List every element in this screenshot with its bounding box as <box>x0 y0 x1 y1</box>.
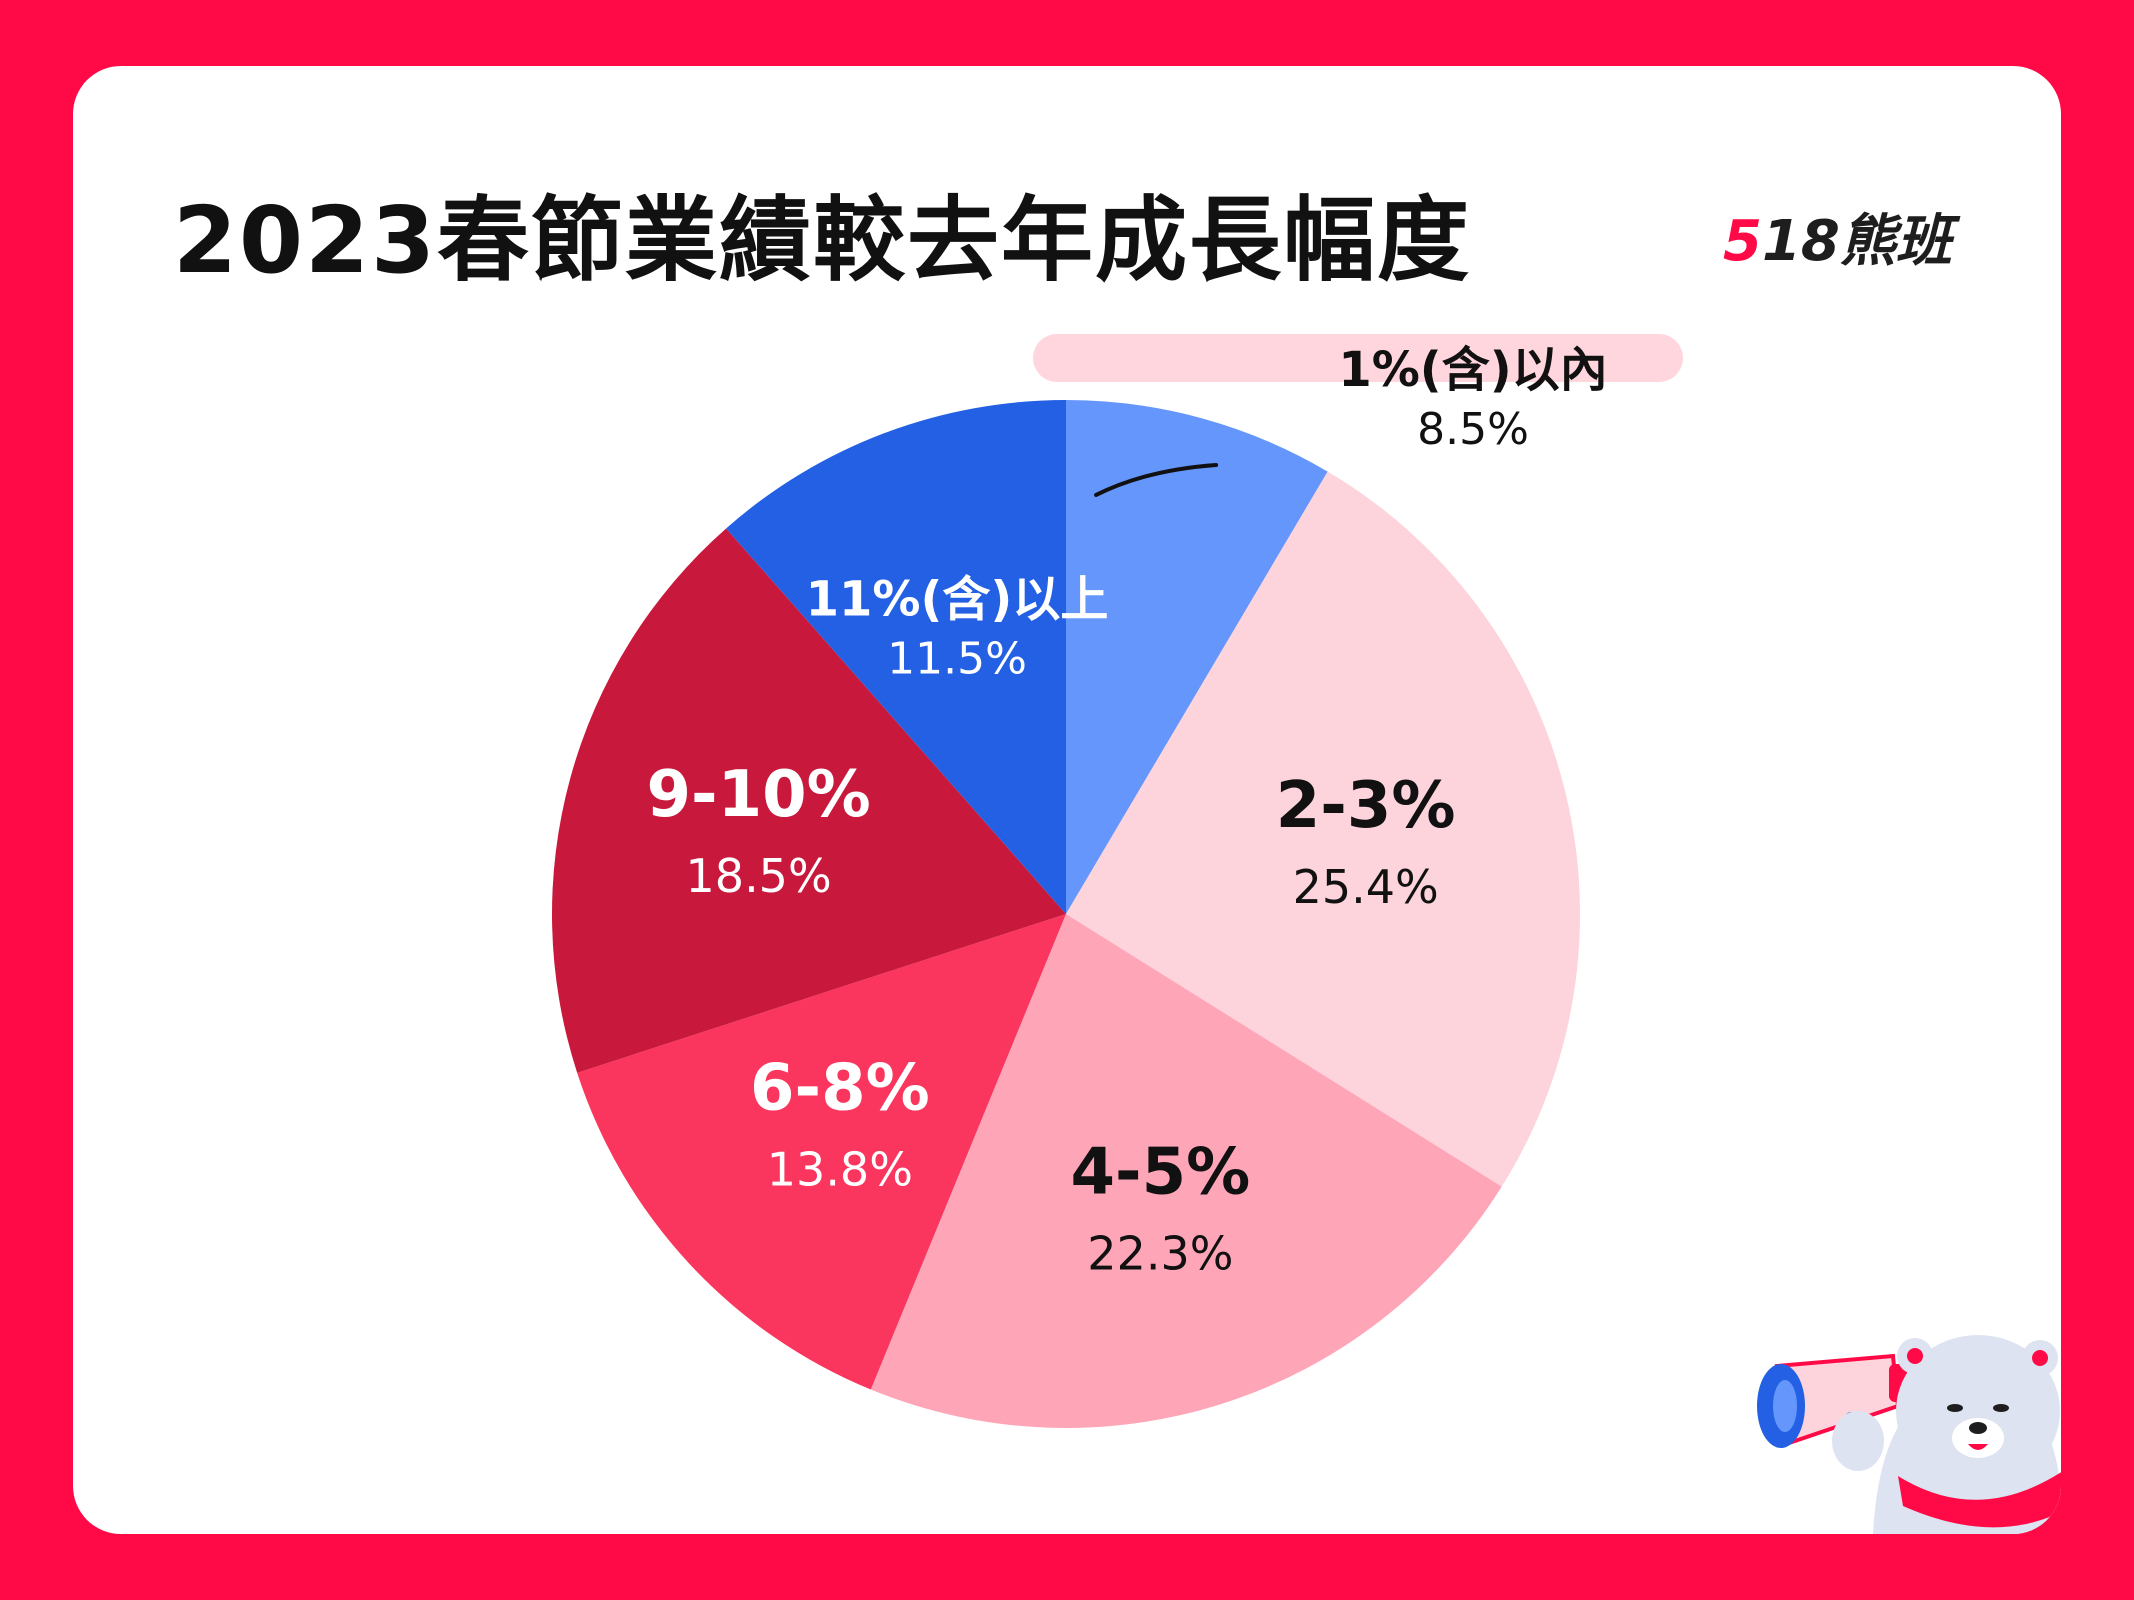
slice-label: 4-5% <box>1071 1136 1251 1210</box>
pie-slice <box>577 914 1066 1390</box>
brand-logo-digits: 18 <box>1761 209 1840 274</box>
megaphone-icon <box>1757 1353 1907 1452</box>
pie-slice <box>1066 471 1580 1187</box>
brand-logo-name: 熊班 <box>1839 209 1952 274</box>
brand-logo: 518熊班 <box>1723 196 1952 277</box>
slice-label: 1%(含)以內 <box>1338 342 1607 398</box>
slice-label: 9-10% <box>646 758 870 832</box>
slice-value: 18.5% <box>686 849 832 903</box>
slice-value: 8.5% <box>1417 404 1529 455</box>
chart-title: 2023春節業績較去年成長幅度 <box>173 187 1472 294</box>
slice-value: 13.8% <box>767 1143 913 1197</box>
pie-chart: 1%(含)以內 8.5% 2-3% 25.4% 4-5% 22.3% 6-8% 13.8% 9-… <box>552 342 1608 1428</box>
slice-value: 25.4% <box>1293 860 1439 914</box>
slice-value: 11.5% <box>887 634 1027 685</box>
title-highlight <box>1033 334 1683 382</box>
leader-line <box>1094 462 1219 497</box>
title-block: 2023春節業績較去年成長幅度 <box>173 166 1683 382</box>
brand-logo-digit: 5 <box>1723 209 1762 274</box>
slice-label: 6-8% <box>750 1052 930 1126</box>
slice-label: 11%(含)以上 <box>806 572 1109 628</box>
slice-value: 22.3% <box>1087 1227 1233 1281</box>
pie-slice <box>552 528 1066 1073</box>
pie-slice <box>1066 400 1328 914</box>
bear-mascot-icon <box>1757 1335 2061 1534</box>
slice-label: 2-3% <box>1276 769 1456 843</box>
chart-card: 2023春節業績較去年成長幅度 518熊班 1%(含)以內 8.5% 2-3% 25.… <box>73 66 2061 1534</box>
bear-body-icon <box>1832 1335 2061 1534</box>
pie-slice <box>870 914 1502 1428</box>
pie-slice <box>726 400 1066 914</box>
